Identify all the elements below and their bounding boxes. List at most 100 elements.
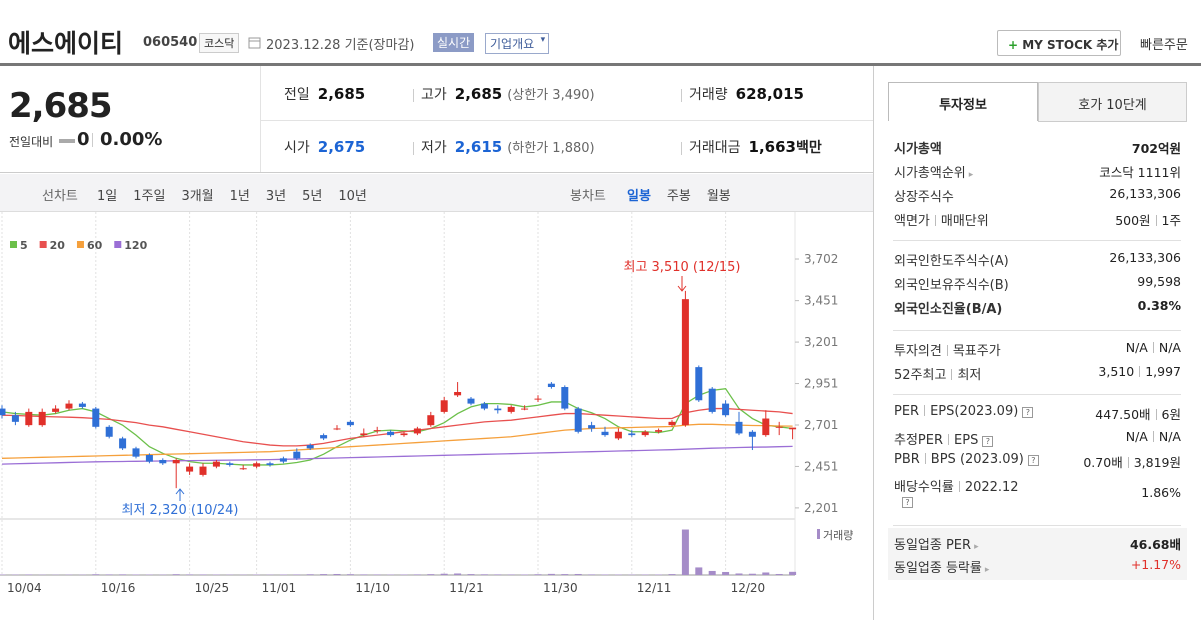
info-value-text: 500원 bbox=[1115, 213, 1151, 228]
candle-body bbox=[52, 408, 60, 412]
candle-body bbox=[199, 466, 207, 475]
divider bbox=[92, 133, 93, 147]
pipe bbox=[924, 453, 926, 464]
candle-period-button[interactable]: 일봉 bbox=[627, 189, 651, 204]
arrow-icon: ▸ bbox=[984, 565, 990, 575]
candle-body bbox=[279, 458, 287, 462]
quote-sub: (상한가 3,490) bbox=[507, 88, 595, 103]
ma-line bbox=[1, 387, 793, 466]
period-button[interactable]: 1년 bbox=[229, 189, 250, 204]
quick-order[interactable]: 빠른주문 bbox=[1140, 38, 1188, 53]
quote-item: 고가 2,685 (상한가 3,490) bbox=[421, 84, 595, 104]
candle-body bbox=[186, 466, 194, 472]
overview-dropdown[interactable]: 기업개요 ▾ bbox=[485, 33, 550, 54]
info-label-text: 추정PER bbox=[894, 433, 944, 448]
info-label: 시가총액 bbox=[894, 138, 942, 157]
realtime-button[interactable]: 실시간 bbox=[433, 33, 475, 52]
info-value: 447.50배 6원 bbox=[1095, 404, 1181, 423]
candle-body bbox=[547, 383, 555, 388]
tab[interactable]: 호가 10단계 bbox=[1038, 82, 1187, 122]
volume-bar bbox=[333, 573, 341, 575]
candle-body bbox=[333, 428, 341, 430]
legend-label: 20 bbox=[50, 239, 66, 252]
info-label-text: 목표주가 bbox=[952, 344, 1001, 359]
info-label: 추정PER EPS? bbox=[894, 429, 994, 448]
period-button[interactable]: 5년 bbox=[302, 189, 323, 204]
x-tick-label: 10/16 bbox=[101, 581, 136, 595]
info-label-text: BPS (2023.09) bbox=[930, 452, 1024, 467]
candle-body bbox=[655, 430, 663, 432]
info-label-text: 투자의견 bbox=[894, 344, 942, 359]
base-date: 2023.12.28 기준(장마감) bbox=[266, 38, 415, 53]
period-button[interactable]: 1일 bbox=[97, 189, 118, 204]
info-value: 99,598 bbox=[1137, 274, 1181, 289]
info-value: 26,133,306 bbox=[1109, 250, 1181, 265]
x-tick-label: 12/11 bbox=[637, 581, 672, 595]
info-label-text: 동일업종 등락률 bbox=[894, 561, 982, 576]
info-label-text: 2022.12 bbox=[964, 480, 1019, 495]
pipe bbox=[1152, 342, 1154, 353]
period-button[interactable]: 10년 bbox=[338, 189, 367, 204]
candle-body bbox=[11, 415, 19, 422]
candle-body bbox=[789, 427, 797, 430]
info-label: 외국인한도주식수(A) bbox=[894, 250, 1009, 269]
info-value-text: N/A bbox=[1158, 340, 1181, 355]
candle-period-button[interactable]: 주봉 bbox=[666, 189, 691, 204]
candle-body bbox=[775, 426, 783, 428]
legend-swatch bbox=[10, 241, 17, 248]
candle-body bbox=[628, 433, 636, 436]
candle-body bbox=[574, 408, 582, 432]
info-label-text: 배당수익률 bbox=[894, 480, 954, 495]
divider bbox=[893, 394, 1181, 395]
volume-bar bbox=[360, 574, 368, 575]
period-button[interactable]: 3개월 bbox=[181, 189, 214, 204]
legend-swatch bbox=[39, 241, 47, 248]
quote-item: 거래량 628,015 bbox=[689, 84, 804, 104]
volume-bar bbox=[92, 574, 100, 575]
tab-active[interactable]: 투자정보 bbox=[888, 82, 1038, 122]
volume-bar bbox=[655, 574, 663, 575]
my-stock-button[interactable]: + MY STOCK 추가 bbox=[997, 30, 1121, 56]
volume-bar bbox=[789, 571, 797, 575]
candle-body bbox=[239, 468, 247, 470]
candle-body bbox=[132, 448, 140, 457]
quote-item: 저가 2,615 (하한가 1,880) bbox=[421, 137, 595, 157]
info-value: 46.68배 bbox=[1130, 534, 1181, 553]
volume-bar bbox=[346, 574, 354, 575]
volume-bar bbox=[293, 574, 301, 575]
divider bbox=[893, 330, 1181, 331]
info-value-text: 1.86% bbox=[1141, 485, 1181, 500]
divider bbox=[893, 525, 1181, 526]
stock-name: 에스에이티 bbox=[8, 29, 124, 58]
legend-swatch bbox=[76, 241, 84, 248]
candle-body bbox=[387, 431, 395, 436]
divider bbox=[893, 240, 1181, 241]
info-label-text: 상장주식수 bbox=[894, 190, 954, 205]
help-icon: ? bbox=[982, 436, 994, 447]
candle-body bbox=[253, 463, 261, 467]
info-value-text: 3,510 bbox=[1098, 364, 1135, 379]
volume-bar bbox=[775, 573, 783, 575]
candle-body bbox=[695, 367, 703, 401]
info-value: +1.17% bbox=[1131, 557, 1181, 572]
info-label: 시가총액순위 ▸ bbox=[894, 162, 973, 181]
pipe bbox=[1152, 431, 1154, 442]
volume-bar bbox=[199, 574, 207, 575]
info-label-text: 시가총액순위 bbox=[894, 166, 966, 181]
candle-body bbox=[266, 463, 274, 465]
sector-bg bbox=[888, 528, 1187, 580]
info-label-text: 외국인보유주식수(B) bbox=[894, 278, 1009, 293]
period-button[interactable]: 1주일 bbox=[133, 189, 166, 204]
candle-body bbox=[427, 415, 435, 426]
legend-swatch bbox=[114, 241, 122, 248]
candle-body bbox=[722, 403, 730, 416]
info-label-text: PBR bbox=[894, 452, 920, 467]
quote-value: 2,685 bbox=[317, 85, 366, 103]
candle-period-button[interactable]: 월봉 bbox=[706, 189, 731, 204]
candle-body bbox=[172, 459, 180, 464]
info-value-text: 99,598 bbox=[1137, 274, 1181, 289]
quote-label: 고가 bbox=[421, 87, 447, 103]
period-button[interactable]: 3년 bbox=[265, 189, 287, 204]
